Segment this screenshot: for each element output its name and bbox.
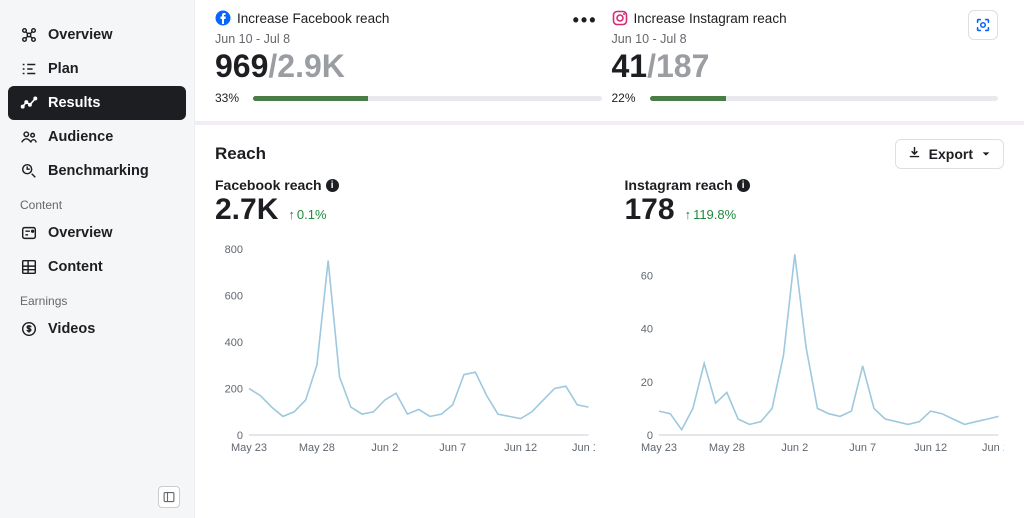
svg-text:60: 60 [640, 271, 652, 283]
svg-text:800: 800 [225, 244, 243, 256]
svg-text:400: 400 [225, 337, 243, 349]
svg-text:Jun 2: Jun 2 [781, 442, 808, 454]
info-icon[interactable]: i [737, 179, 750, 192]
sidebar-item-label: Plan [48, 61, 79, 77]
progress-fill [253, 96, 368, 101]
goal-pct-label: 33% [215, 91, 245, 105]
focus-scan-button[interactable] [968, 10, 998, 40]
sidebar-item-label: Audience [48, 129, 113, 145]
svg-text:Jun 7: Jun 7 [849, 442, 876, 454]
progress-bar [650, 96, 999, 101]
export-label: Export [929, 146, 973, 162]
goal-value: 969 [215, 48, 268, 85]
goal-date-range: Jun 10 - Jul 8 [612, 32, 999, 46]
sidebar-item-label: Benchmarking [48, 163, 149, 179]
sidebar-item-videos[interactable]: Videos [8, 312, 186, 346]
chart-instagram-reach: Instagram reach i 178 ↑ 119.8% 0 20 40 60 Ma… [625, 177, 1005, 459]
goal-target: 2.9K [277, 48, 345, 85]
info-icon[interactable]: i [326, 179, 339, 192]
svg-text:40: 40 [640, 324, 652, 336]
chart-big-value: 178 [625, 193, 675, 227]
svg-text:May 28: May 28 [299, 442, 335, 454]
sidebar-item-content[interactable]: Content [8, 250, 186, 284]
reach-section: Reach Export [195, 125, 1024, 469]
svg-text:May 28: May 28 [708, 442, 744, 454]
chart-title: Facebook reach [215, 177, 322, 193]
sidebar-item-overview[interactable]: Overview [8, 18, 186, 52]
sidebar-item-label: Results [48, 95, 100, 111]
svg-text:Jun 7: Jun 7 [439, 442, 466, 454]
arrow-up-icon: ↑ [288, 207, 295, 222]
reach-section-title: Reach [215, 144, 266, 164]
svg-text:Jun 17: Jun 17 [982, 442, 1004, 454]
chart-plot: 0 20 40 60 May 23 May 28 Jun 2 Jun 7 Jun 12 Jun 1… [625, 239, 1005, 459]
sidebar-section-earnings: Earnings [8, 284, 186, 312]
plan-icon [20, 60, 38, 78]
goal-pct-label: 22% [612, 91, 642, 105]
svg-text:Jun 2: Jun 2 [371, 442, 398, 454]
audience-icon [20, 128, 38, 146]
download-icon [908, 146, 921, 162]
sidebar-item-label: Videos [48, 321, 95, 337]
facebook-icon [215, 10, 231, 26]
chart-big-value: 2.7K [215, 193, 278, 227]
sidebar-item-label: Overview [48, 225, 113, 241]
instagram-icon [612, 10, 628, 26]
sidebar-item-results[interactable]: Results [8, 86, 186, 120]
svg-text:600: 600 [225, 290, 243, 302]
svg-text:Jun 17: Jun 17 [572, 442, 594, 454]
sidebar-section-content: Content [8, 188, 186, 216]
svg-text:May 23: May 23 [231, 442, 267, 454]
network-icon [20, 26, 38, 44]
svg-text:0: 0 [646, 430, 652, 442]
chart-facebook-reach: Facebook reach i 2.7K ↑ 0.1% 0 200 400 600 8… [215, 177, 595, 459]
svg-text:Jun 12: Jun 12 [504, 442, 537, 454]
sidebar-item-audience[interactable]: Audience [8, 120, 186, 154]
goal-more-button[interactable]: ••• [569, 10, 602, 31]
dollar-icon [20, 320, 38, 338]
goal-separator: / [268, 48, 277, 85]
main-content: Increase Facebook reach ••• Jun 10 - Jul… [195, 0, 1024, 518]
export-button[interactable]: Export [895, 139, 1004, 169]
goal-card-facebook: Increase Facebook reach ••• Jun 10 - Jul… [215, 10, 612, 111]
chart-plot: 0 200 400 600 800 May 23 May 28 Jun 2 Jun 7 Jun 1… [215, 239, 595, 459]
goal-separator: / [647, 48, 656, 85]
goal-title: Increase Instagram reach [634, 11, 787, 26]
svg-text:Jun 12: Jun 12 [914, 442, 947, 454]
goal-value: 41 [612, 48, 648, 85]
goal-card-instagram: Increase Instagram reach Jun 10 - Jul 8 … [612, 10, 1009, 111]
results-icon [20, 94, 38, 112]
chevron-down-icon [981, 146, 991, 162]
sidebar-item-content-overview[interactable]: Overview [8, 216, 186, 250]
sidebar-item-benchmarking[interactable]: Benchmarking [8, 154, 186, 188]
progress-fill [650, 96, 727, 101]
goal-target: 187 [656, 48, 709, 85]
svg-text:0: 0 [237, 430, 243, 442]
sidebar-item-label: Content [48, 259, 103, 275]
chart-delta: ↑ 0.1% [288, 207, 326, 222]
svg-text:200: 200 [225, 383, 243, 395]
chart-title: Instagram reach [625, 177, 733, 193]
progress-bar [253, 96, 602, 101]
svg-text:20: 20 [640, 377, 652, 389]
overview-card-icon [20, 224, 38, 242]
sidebar-item-plan[interactable]: Plan [8, 52, 186, 86]
grid-icon [20, 258, 38, 276]
goal-cards-row: Increase Facebook reach ••• Jun 10 - Jul… [195, 0, 1024, 125]
sidebar-collapse-button[interactable] [158, 486, 180, 508]
svg-text:May 23: May 23 [640, 442, 676, 454]
arrow-up-icon: ↑ [685, 207, 692, 222]
chart-delta: ↑ 119.8% [685, 207, 737, 222]
sidebar-item-label: Overview [48, 27, 113, 43]
benchmark-icon [20, 162, 38, 180]
sidebar: Overview Plan Results [0, 0, 195, 518]
goal-title: Increase Facebook reach [237, 11, 389, 26]
goal-date-range: Jun 10 - Jul 8 [215, 32, 602, 46]
